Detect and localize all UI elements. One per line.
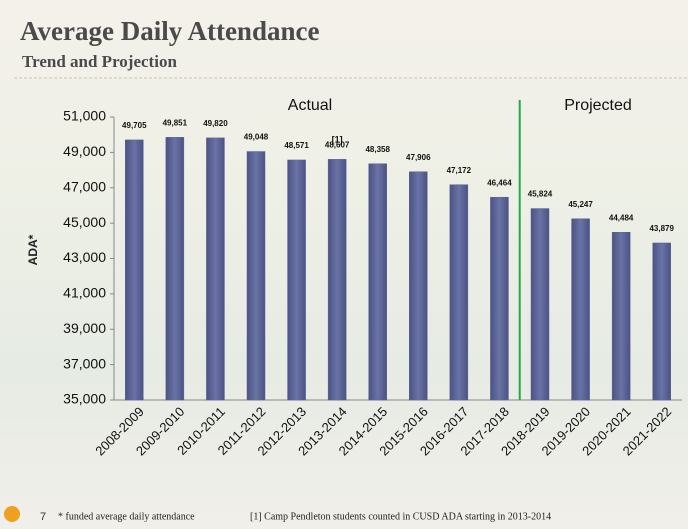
y-tick-label: 39,000 — [63, 320, 106, 336]
page-number: 7 — [40, 511, 46, 523]
value-label: 49,705 — [122, 121, 147, 130]
bar — [571, 218, 590, 401]
y-axis-label: ADA* — [26, 234, 40, 265]
annotation: Actual — [288, 97, 332, 114]
y-tick-label: 49,000 — [63, 143, 106, 159]
bar — [449, 184, 469, 401]
value-label: 48,358 — [365, 145, 390, 154]
footnote: [1] Camp Pendleton students counted in C… — [250, 511, 551, 522]
y-tick-label: 51,000 — [63, 108, 106, 124]
footnote: * funded average daily attendance — [58, 511, 195, 522]
value-label: 44,484 — [609, 213, 634, 222]
value-label: 49,048 — [244, 133, 269, 142]
bar — [611, 232, 631, 401]
bar — [368, 163, 387, 401]
value-label: 48,607 — [325, 140, 350, 149]
y-tick-label: 41,000 — [63, 285, 106, 301]
bar — [125, 139, 144, 401]
y-tick-label: 37,000 — [63, 355, 106, 371]
value-label: 48,571 — [284, 141, 309, 150]
y-tick-label: 43,000 — [63, 249, 106, 265]
bar — [652, 242, 671, 401]
value-label: 43,879 — [649, 224, 674, 233]
value-label: 47,172 — [447, 166, 472, 175]
bar — [327, 159, 347, 401]
bar — [409, 171, 428, 401]
y-tick-label: 35,000 — [63, 391, 106, 407]
bar — [287, 159, 306, 401]
chart-subtitle: Trend and Projection — [22, 52, 177, 71]
value-label: 49,851 — [163, 118, 188, 127]
y-tick-label: 47,000 — [63, 178, 106, 194]
chart-title: Average Daily Attendance — [20, 16, 319, 46]
bar — [165, 137, 185, 401]
annotation: [1] — [332, 134, 343, 144]
value-label: 45,824 — [528, 190, 553, 199]
logo — [4, 506, 20, 522]
bar — [206, 137, 225, 401]
value-label: 47,906 — [406, 153, 431, 162]
value-label: 45,247 — [568, 200, 593, 209]
value-label: 46,464 — [487, 178, 512, 187]
bar — [246, 151, 266, 401]
y-tick-label: 45,000 — [63, 214, 106, 230]
bar — [490, 196, 509, 401]
annotation: Projected — [564, 97, 632, 114]
bar — [530, 208, 550, 401]
value-label: 49,820 — [203, 119, 228, 128]
